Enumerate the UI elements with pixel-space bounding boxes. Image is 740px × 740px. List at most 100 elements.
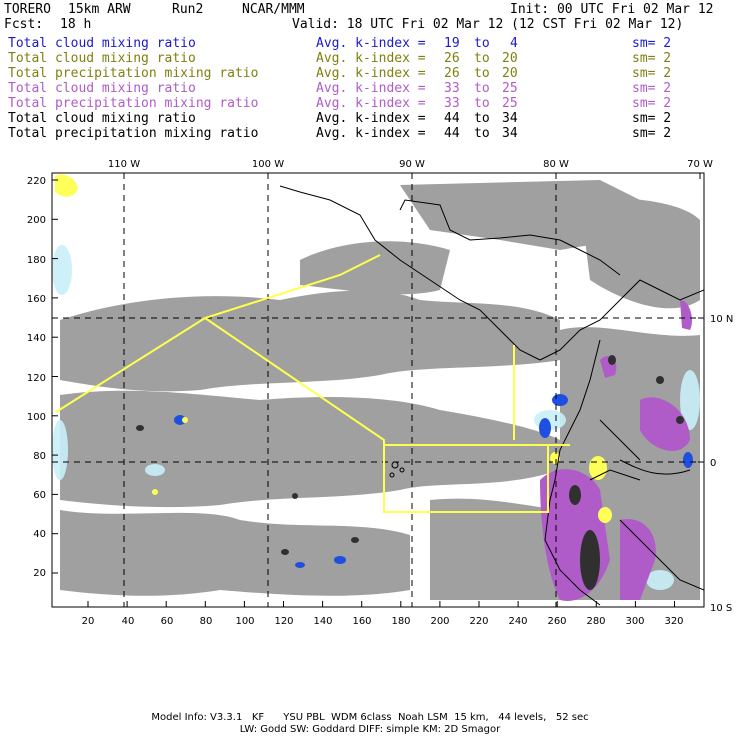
y-tick-label: 180: [27, 255, 46, 266]
map-plot-area: [52, 173, 704, 607]
legend-k-to: 34: [502, 126, 518, 141]
legend-row: Total cloud mixing ratio Avg. k-index = …: [0, 51, 740, 66]
legend-field: Total precipitation mixing ratio: [8, 96, 259, 111]
legend-sm: sm= 2: [632, 111, 672, 126]
legend-row: Total cloud mixing ratio Avg. k-index = …: [0, 111, 740, 126]
y-tick-label: 200: [27, 215, 46, 226]
legend-to: to: [474, 126, 490, 141]
legend-k-from: 44: [444, 126, 460, 141]
legend-field: Total cloud mixing ratio: [8, 111, 196, 126]
longitude-labels: 110 W 100 W 90 W 80 W 70 W: [108, 159, 713, 170]
latitude-labels: 10 N 0 10 S: [710, 314, 733, 614]
legend-k-to: 20: [502, 51, 518, 66]
legend-k-from: 26: [444, 51, 460, 66]
x-tick-label: 20: [82, 616, 95, 627]
x-tick-label: 240: [508, 616, 527, 627]
legend-sm: sm= 2: [632, 51, 672, 66]
legend-sm: sm= 2: [632, 66, 672, 81]
legend-k-from: 26: [444, 66, 460, 81]
x-tick-label: 100: [235, 616, 254, 627]
legend-stat: Avg. k-index =: [316, 51, 426, 66]
y-tick-label: 100: [27, 412, 46, 423]
tick-marks: [52, 173, 704, 607]
legend-to: to: [474, 96, 490, 111]
legend-to: to: [474, 66, 490, 81]
x-tick-label: 200: [430, 616, 449, 627]
legend-k-from: 33: [444, 96, 460, 111]
organization: NCAR/MMM: [242, 2, 305, 17]
x-tick-label: 300: [625, 616, 644, 627]
x-tick-labels: 20 40 60 80 100 120 140 160 180 200 220 …: [82, 616, 684, 627]
legend-field: Total cloud mixing ratio: [8, 81, 196, 96]
legend-k-to: 34: [502, 111, 518, 126]
y-tick-label: 140: [27, 333, 46, 344]
model-physics: LW: Godd SW: Goddard DIFF: simple KM: 2D…: [239, 724, 501, 735]
legend-field: Total precipitation mixing ratio: [8, 126, 259, 141]
legend-row: Total cloud mixing ratio Avg. k-index = …: [0, 81, 740, 96]
legend-field: Total precipitation mixing ratio: [8, 66, 259, 81]
legend-k-from: 44: [444, 111, 460, 126]
x-tick-label: 220: [469, 616, 488, 627]
x-tick-label: 260: [547, 616, 566, 627]
model-name: TORERO: [4, 2, 51, 17]
legend-sm: sm= 2: [632, 36, 672, 51]
valid-time: Valid: 18 UTC Fri 02 Mar 12 (12 CST Fri …: [292, 17, 684, 32]
lon-label: 90 W: [399, 159, 425, 170]
cloud-field-gray: [60, 180, 700, 600]
legend-stat: Avg. k-index =: [316, 81, 426, 96]
legend-to: to: [474, 111, 490, 126]
legend-field: Total cloud mixing ratio: [8, 36, 196, 51]
lat-label: 10 S: [710, 603, 732, 614]
legend-stat: Avg. k-index =: [316, 126, 426, 141]
legend-field: Total cloud mixing ratio: [8, 51, 196, 66]
legend-stat: Avg. k-index =: [316, 36, 426, 51]
x-tick-label: 180: [391, 616, 410, 627]
x-tick-label: 40: [122, 616, 135, 627]
legend-sm: sm= 2: [632, 126, 672, 141]
legend-row: Total precipitation mixing ratio Avg. k-…: [0, 96, 740, 111]
init-time: Init: 00 UTC Fri 02 Mar 12: [510, 2, 714, 17]
lon-label: 80 W: [543, 159, 569, 170]
x-tick-label: 120: [274, 616, 293, 627]
map-frame: [51, 172, 705, 608]
legend-to: to: [474, 36, 490, 51]
legend-stat: Avg. k-index =: [316, 66, 426, 81]
flight-route: [55, 254, 570, 513]
legend-stat: Avg. k-index =: [316, 96, 426, 111]
legend-k-to: 4: [510, 36, 518, 51]
legend-k-to: 20: [502, 66, 518, 81]
coastlines: [279, 185, 704, 606]
x-tick-label: 160: [352, 616, 371, 627]
lon-label: 70 W: [687, 159, 713, 170]
fcst-label: Fcst:: [4, 17, 44, 32]
y-tick-label: 60: [33, 490, 46, 501]
y-tick-label: 80: [33, 451, 46, 462]
y-tick-label: 40: [33, 529, 46, 540]
lat-label: 0: [710, 458, 716, 469]
legend-sm: sm= 2: [632, 81, 672, 96]
run-label: Run2: [172, 2, 204, 17]
cloud-field-blue: [174, 394, 693, 568]
legend-k-from: 19: [444, 36, 460, 51]
x-tick-label: 140: [313, 616, 332, 627]
x-tick-label: 320: [664, 616, 683, 627]
graticule: [52, 173, 704, 607]
cloud-core-dark: [136, 355, 684, 590]
lon-label: 110 W: [108, 159, 140, 170]
cloud-field-light-blue: [52, 245, 700, 590]
legend-row: Total precipitation mixing ratio Avg. k-…: [0, 66, 740, 81]
legend-stat: Avg. k-index =: [316, 111, 426, 126]
model-resolution: 15km ARW: [68, 2, 131, 17]
x-tick-label: 80: [200, 616, 213, 627]
y-tick-label: 160: [27, 294, 46, 305]
x-tick-label: 280: [586, 616, 605, 627]
x-tick-label: 60: [161, 616, 174, 627]
lat-label: 10 N: [710, 314, 733, 325]
y-tick-label: 220: [27, 176, 46, 187]
legend-to: to: [474, 51, 490, 66]
fcst-value: 18 h: [60, 17, 92, 32]
lon-label: 100 W: [252, 159, 284, 170]
y-tick-labels: 220 200 180 160 140 120 100 80 60 40 20: [27, 176, 46, 579]
legend-row: Total precipitation mixing ratio Avg. k-…: [0, 126, 740, 141]
